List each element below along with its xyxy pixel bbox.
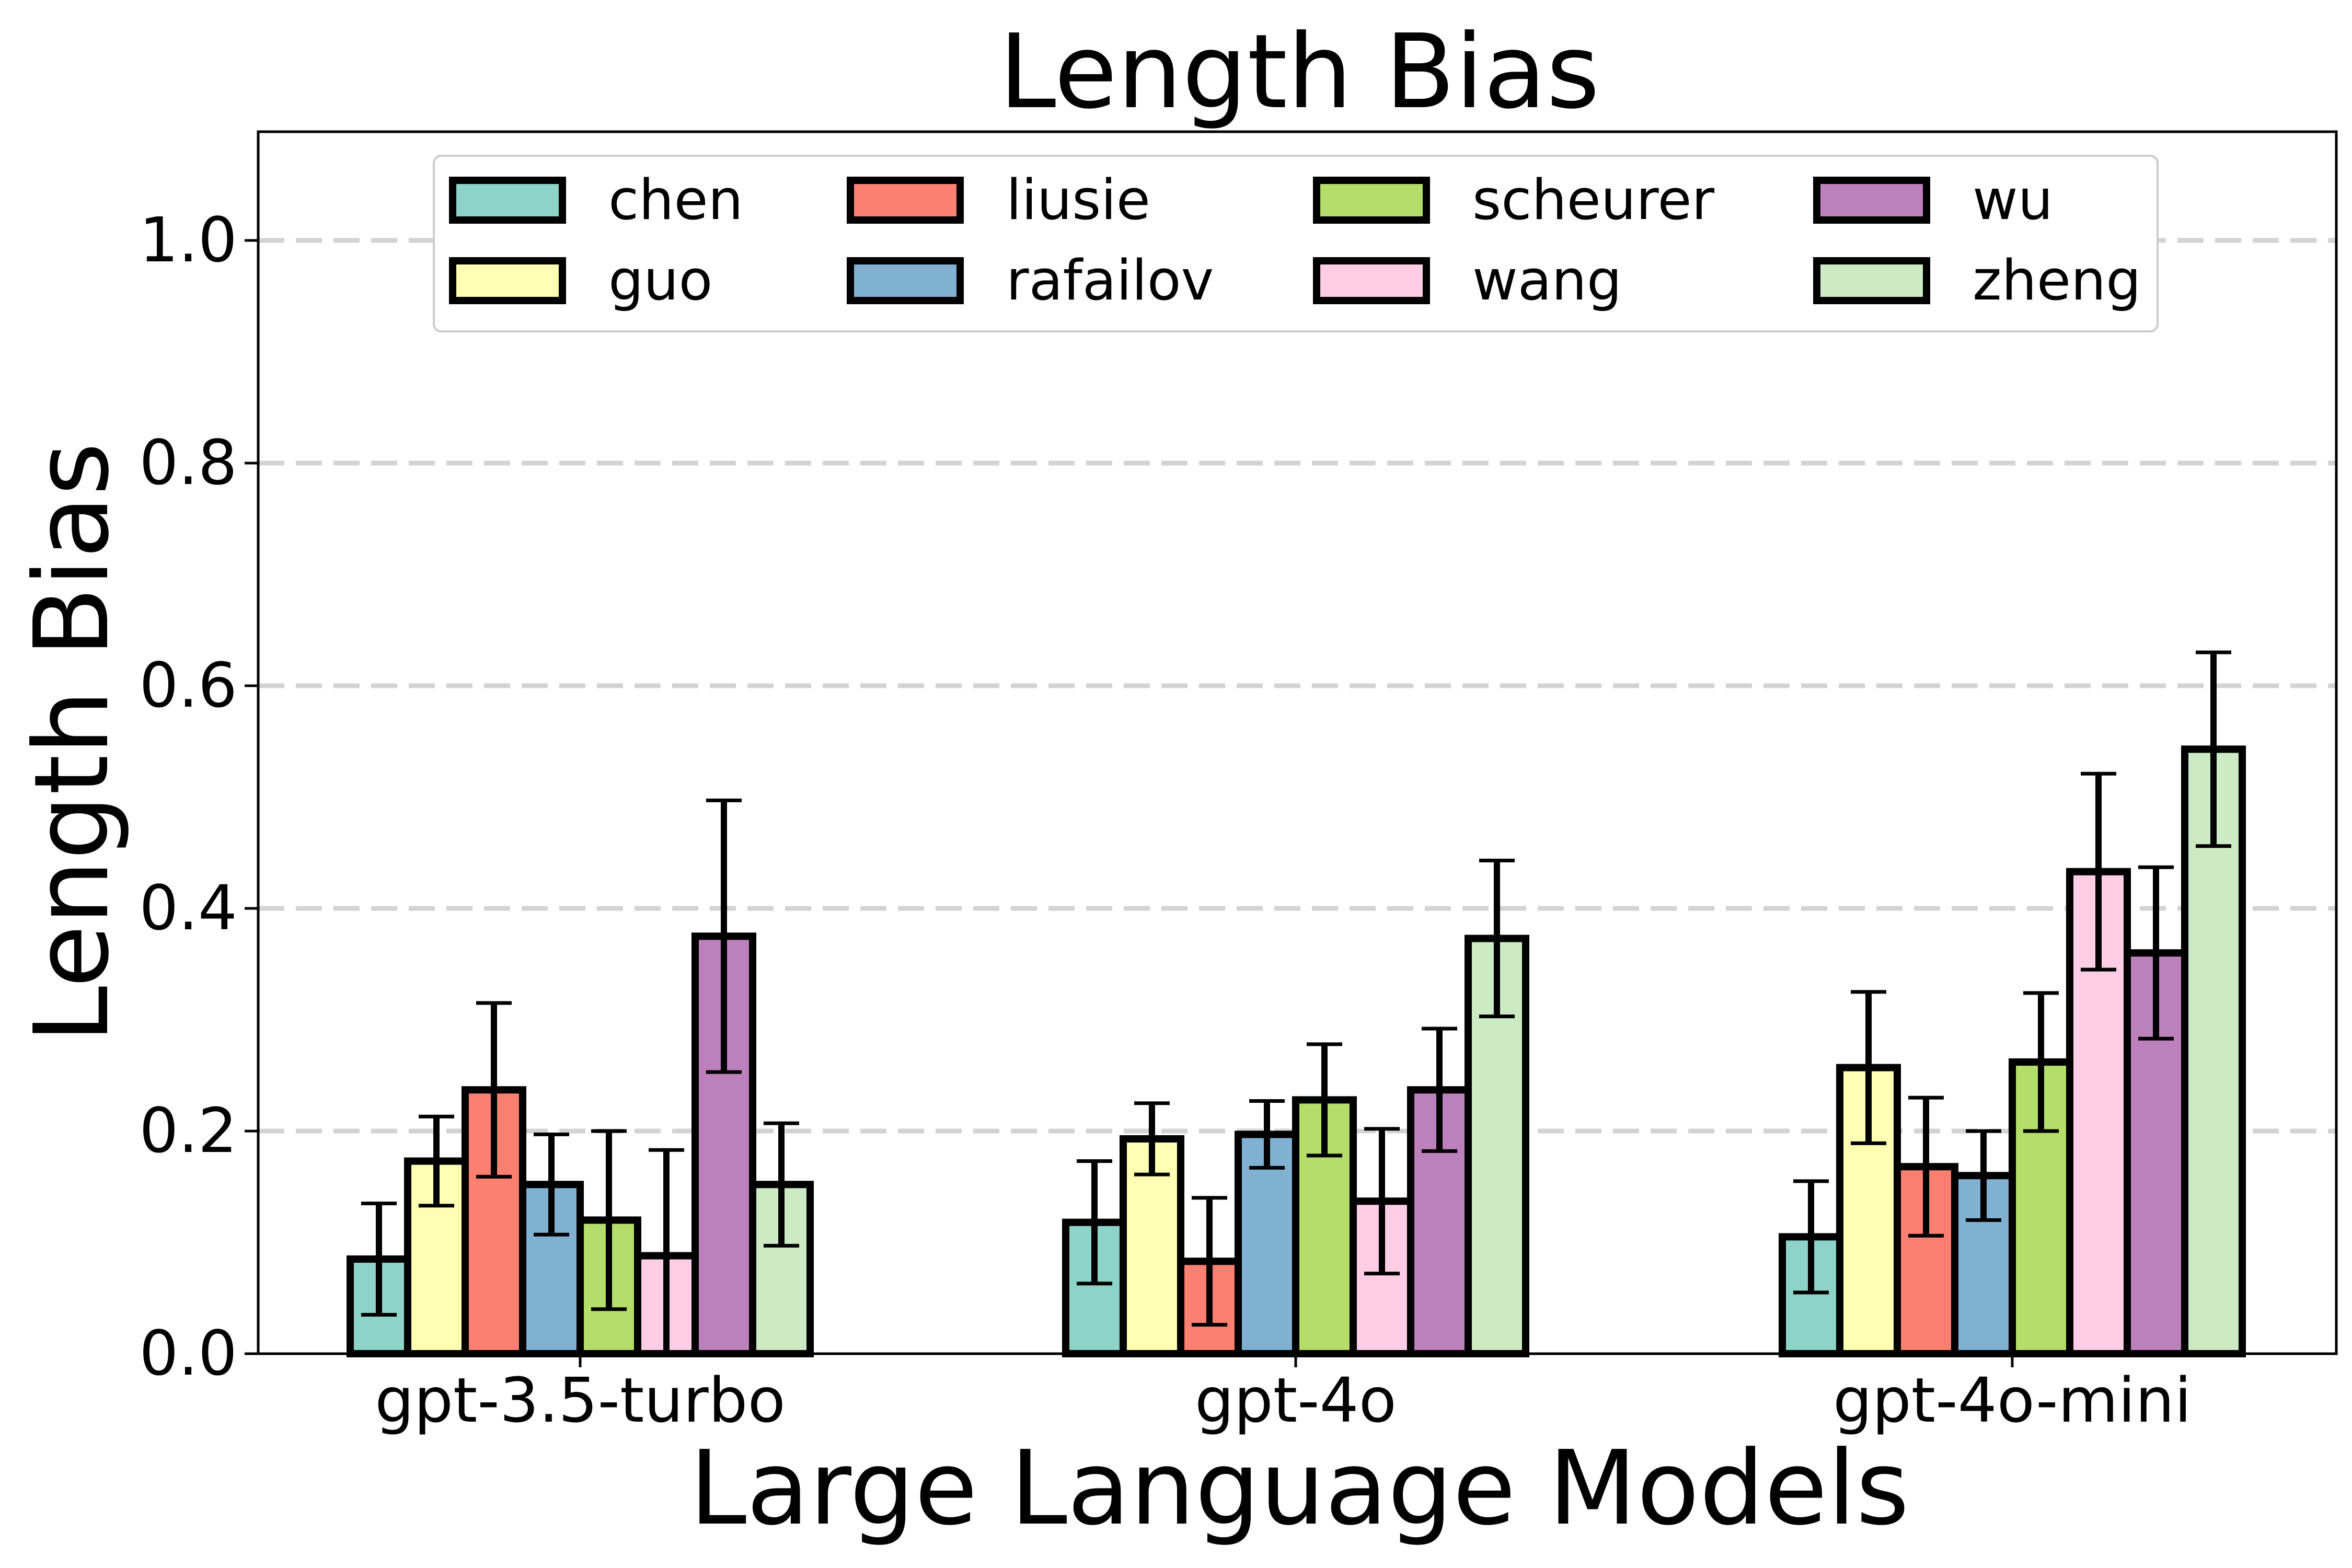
legend-label-liusie: liusie bbox=[1006, 168, 1150, 232]
y-tick-label: 0.4 bbox=[139, 872, 237, 944]
legend-swatch-scheurer bbox=[1313, 177, 1430, 224]
legend-label-rafailov: rafailov bbox=[1006, 248, 1214, 313]
legend-label-guo: guo bbox=[608, 248, 712, 313]
y-tick-label: 0.8 bbox=[139, 426, 237, 499]
legend-swatch-wang bbox=[1313, 257, 1430, 304]
legend-swatch-chen bbox=[449, 177, 566, 224]
x-tick-label: gpt-4o bbox=[1195, 1364, 1397, 1436]
legend-label-wang: wang bbox=[1472, 248, 1622, 313]
y-tick-label: 0.6 bbox=[139, 649, 237, 721]
legend: chen guo liusie rafailov scheurer wang wu zheng bbox=[433, 155, 2159, 332]
legend-swatch-zheng bbox=[1813, 257, 1930, 304]
y-axis-ticks: 0.0 0.2 0.4 0.6 0.8 1.0 bbox=[139, 204, 258, 1389]
y-tick-label: 1.0 bbox=[139, 204, 237, 276]
x-axis-ticks: gpt-3.5-turbo gpt-4o gpt-4o-mini bbox=[375, 1354, 2192, 1436]
bar-wang-gpt-4o-mini bbox=[2066, 868, 2131, 1357]
bars bbox=[347, 745, 2246, 1358]
legend-swatch-rafailov bbox=[847, 257, 964, 304]
y-tick-label: 0.0 bbox=[139, 1317, 237, 1389]
error-bars bbox=[361, 650, 2231, 1356]
x-tick-label: gpt-4o-mini bbox=[1833, 1364, 2192, 1436]
y-axis-label: Length Bias bbox=[13, 442, 132, 1043]
plot-frame bbox=[257, 130, 2338, 1355]
x-axis-label: Large Language Models bbox=[689, 1429, 1909, 1548]
legend-swatch-guo bbox=[449, 257, 566, 304]
legend-label-zheng: zheng bbox=[1973, 248, 2141, 313]
grid-lines bbox=[258, 238, 2336, 1134]
x-tick-label: gpt-3.5-turbo bbox=[375, 1364, 786, 1436]
y-tick-label: 0.2 bbox=[139, 1094, 237, 1167]
legend-swatch-liusie bbox=[847, 177, 964, 224]
legend-label-chen: chen bbox=[608, 168, 743, 232]
legend-label-wu: wu bbox=[1973, 168, 2053, 232]
chart-title: Length Bias bbox=[999, 13, 1600, 132]
legend-swatch-wu bbox=[1813, 177, 1930, 224]
legend-label-scheurer: scheurer bbox=[1472, 168, 1715, 232]
